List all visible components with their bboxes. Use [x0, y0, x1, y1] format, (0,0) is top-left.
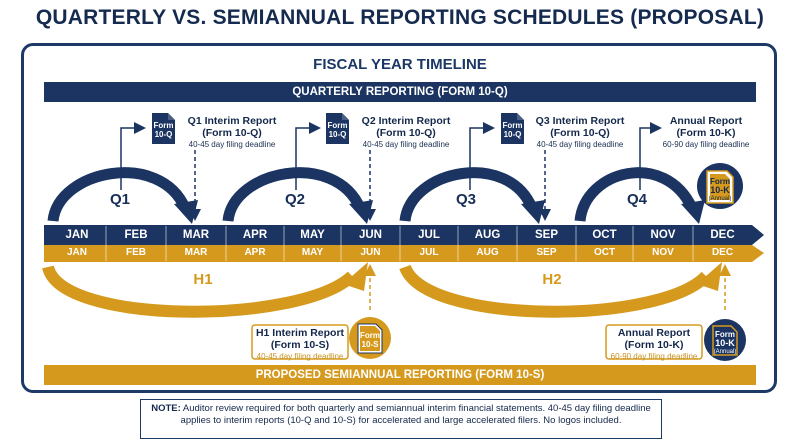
- form-10k-icon-text: Form 10-K (Annual): [713, 330, 737, 355]
- q3-arc: [399, 167, 538, 223]
- q2-arc: [222, 167, 366, 223]
- month-label: JUL: [418, 229, 440, 241]
- month-label: DEC: [710, 229, 735, 241]
- annual-semiannual-label: Annual Report (Form 10-K) 60-90 day fili…: [610, 327, 698, 361]
- month-label: FEB: [124, 229, 148, 241]
- month-label: NOV: [652, 247, 674, 258]
- month-label: MAY: [300, 229, 325, 241]
- note-box: NOTE: Auditor review required for both q…: [140, 399, 662, 439]
- semiannual-month-band: [44, 245, 764, 262]
- form-10s-icon-text: Form 10-S: [360, 331, 380, 349]
- semiannual-reporting-bar: PROPOSED SEMIANNUAL REPORTING (FORM 10-S…: [44, 365, 756, 385]
- annual-report-label: Annual Report (Form 10-K) 60-90 day fili…: [662, 115, 750, 149]
- document-icon: [501, 113, 524, 144]
- q1-report-label: Q1 Interim Report (Form 10-Q) 40-45 day …: [187, 115, 277, 149]
- month-label: DEC: [711, 247, 734, 258]
- quarterly-month-band: [44, 225, 764, 245]
- h1-report-box: [251, 324, 349, 360]
- quarter-label-q1: Q1: [109, 191, 130, 208]
- q4-arrowhead: [681, 200, 705, 224]
- annual-report-badge-bottom: [704, 319, 746, 361]
- form-10k-icon-text: Form 10-K (Annual): [708, 177, 732, 202]
- month-label: NOV: [650, 229, 676, 241]
- h1-arc: [42, 264, 357, 318]
- annual-semiannual-box: [605, 324, 703, 360]
- q1-arc: [47, 167, 191, 223]
- half-label-h2: H2: [542, 271, 562, 288]
- note-label: NOTE:: [151, 403, 181, 414]
- section-title: FISCAL YEAR TIMELINE: [313, 56, 487, 73]
- quarterly-reporting-bar: QUARTERLY REPORTING (FORM 10-Q): [44, 82, 756, 102]
- document-icon: [152, 113, 175, 144]
- h2-arrowhead: [697, 262, 722, 291]
- month-label: JAN: [65, 229, 89, 241]
- form-10q-icon-text: Form 10-Q: [327, 121, 348, 139]
- month-label: APR: [244, 247, 266, 258]
- month-label: JUN: [360, 247, 381, 258]
- month-label: OCT: [592, 229, 617, 241]
- document-icon: [326, 113, 349, 144]
- q2-arrowhead: [349, 200, 373, 224]
- page-title: QUARTERLY VS. SEMIANNUAL REPORTING SCHED…: [35, 6, 765, 29]
- month-label: JUN: [358, 229, 382, 241]
- h2-arc: [399, 264, 711, 318]
- q3-report-label: Q3 Interim Report (Form 10-Q) 40-45 day …: [535, 115, 625, 149]
- q1-arrowhead: [174, 200, 198, 224]
- q3-arrowhead: [521, 200, 545, 224]
- month-label: AUG: [474, 229, 501, 241]
- month-label: SEP: [534, 229, 558, 241]
- month-label: JUL: [419, 247, 439, 258]
- month-label: MAR: [182, 229, 210, 241]
- month-label: OCT: [593, 247, 616, 258]
- month-label: AUG: [476, 247, 499, 258]
- quarter-label-q2: Q2: [284, 191, 305, 208]
- semiannual-report-badge: [349, 317, 391, 359]
- quarter-label-q3: Q3: [455, 191, 476, 208]
- h1-arrowhead: [343, 262, 368, 291]
- annual-report-badge: [697, 163, 743, 209]
- form-10q-icon-text: Form 10-Q: [502, 121, 523, 139]
- q4-arc: [574, 167, 697, 222]
- month-label: FEB: [126, 247, 146, 258]
- q2-report-label: Q2 Interim Report (Form 10-Q) 40-45 day …: [361, 115, 451, 149]
- month-label: APR: [242, 229, 268, 241]
- h1-report-label: H1 Interim Report (Form 10-S) 40-45 day …: [255, 327, 345, 361]
- note-text: Auditor review required for both quarter…: [180, 403, 651, 426]
- quarter-label-q4: Q4: [626, 191, 647, 208]
- month-label: SEP: [536, 247, 557, 258]
- half-label-h1: H1: [193, 271, 213, 288]
- form-10q-icon-text: Form 10-Q: [153, 121, 174, 139]
- month-label: JAN: [66, 247, 87, 258]
- timeline-frame: [21, 43, 777, 393]
- month-label: MAY: [301, 247, 324, 258]
- month-label: MAR: [184, 247, 208, 258]
